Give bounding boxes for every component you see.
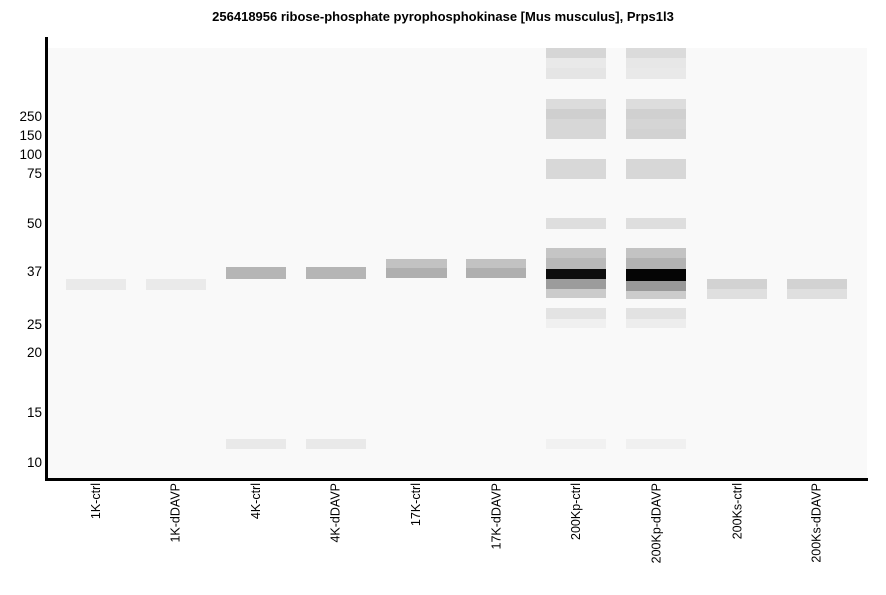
lane-label-text: 200Ks-dDAVP — [810, 483, 824, 563]
gel-band — [306, 439, 366, 449]
mw-marker-10: 10 — [26, 455, 42, 470]
mw-marker-37: 37 — [26, 264, 42, 279]
gel-band — [626, 319, 686, 328]
gel-band — [626, 439, 686, 449]
gel-band — [787, 279, 847, 289]
gel-band — [626, 58, 686, 68]
lane-label-text: 1K-dDAVP — [169, 483, 183, 543]
lane-label-text: 200Ks-ctrl — [730, 483, 744, 540]
gel-band — [546, 289, 606, 298]
lane-label-text: 4K-ctrl — [249, 483, 263, 520]
gel-band — [546, 439, 606, 449]
gel-band — [626, 218, 686, 229]
gel-band — [546, 218, 606, 229]
gel-band — [386, 268, 447, 278]
gel-band — [626, 48, 686, 58]
mw-marker-20: 20 — [26, 345, 42, 360]
lane-label-text: 200Kp-dDAVP — [649, 483, 663, 564]
gel-band — [466, 259, 526, 268]
gel-band — [226, 267, 286, 279]
gel-band — [626, 281, 686, 291]
gel-band — [546, 308, 606, 319]
gel-band — [626, 258, 686, 269]
mw-marker-150: 150 — [19, 128, 42, 143]
gel-band — [546, 48, 606, 58]
gel-band — [626, 248, 686, 258]
figure-title: 256418956 ribose-phosphate pyrophosphoki… — [212, 9, 674, 24]
gel-band — [386, 259, 447, 268]
mw-marker-75: 75 — [26, 166, 42, 181]
gel-band — [66, 279, 126, 290]
mw-marker-25: 25 — [26, 317, 42, 332]
gel-band — [546, 269, 606, 279]
lane-label-text: 1K-ctrl — [89, 483, 103, 520]
gel-band — [707, 279, 767, 289]
gel-band — [626, 291, 686, 299]
lane-label-text: 17K-dDAVP — [489, 483, 503, 550]
lane-label-text: 17K-ctrl — [409, 483, 424, 527]
gel-band — [546, 319, 606, 328]
gel-band — [546, 68, 606, 79]
gel-band — [546, 159, 606, 179]
mw-marker-15: 15 — [26, 405, 42, 420]
gel-band — [546, 258, 606, 269]
gel-band — [146, 279, 206, 290]
gel-band — [546, 248, 606, 258]
gel-band — [546, 58, 606, 68]
gel-band — [226, 439, 286, 449]
gel-band — [707, 289, 767, 299]
gel-band — [626, 119, 686, 129]
gel-band — [466, 268, 526, 278]
gel-band — [626, 308, 686, 319]
y-axis-line — [45, 37, 48, 481]
gel-band — [546, 99, 606, 109]
gel-band — [306, 267, 366, 279]
plot-panel — [48, 48, 867, 478]
lane-label-text: 200Kp-ctrl — [569, 483, 583, 540]
mw-marker-250: 250 — [19, 109, 42, 124]
gel-band — [626, 68, 686, 79]
gel-band — [546, 109, 606, 119]
mw-marker-50: 50 — [26, 216, 42, 231]
gel-band — [626, 269, 686, 281]
gel-band — [626, 109, 686, 119]
gel-band — [626, 99, 686, 109]
gel-band — [787, 289, 847, 299]
lane-label-text: 4K-dDAVP — [329, 483, 343, 543]
gel-band — [626, 129, 686, 139]
gel-band — [626, 159, 686, 179]
mw-marker-100: 100 — [19, 147, 42, 162]
gel-band — [546, 119, 606, 139]
x-axis-line — [45, 478, 868, 481]
gel-band — [546, 279, 606, 289]
